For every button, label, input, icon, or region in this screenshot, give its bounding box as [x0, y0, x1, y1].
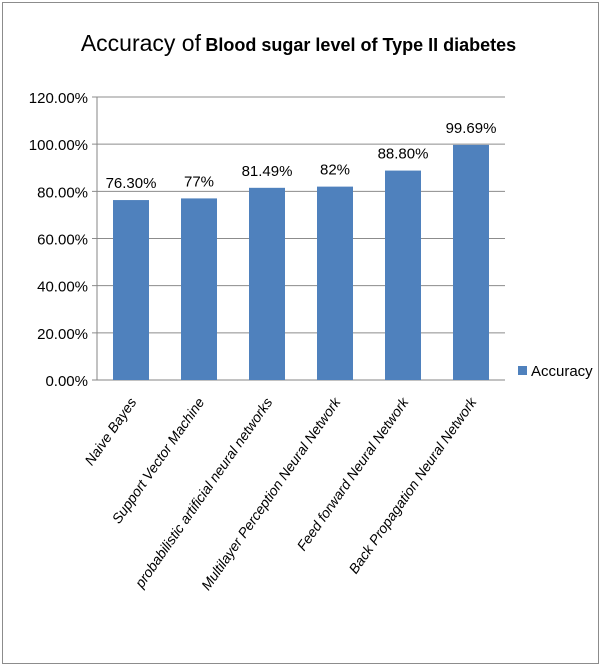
chart-title-part2: Blood sugar level of Type II diabetes	[205, 35, 517, 55]
y-tick-label: 80.00%	[37, 184, 88, 201]
bar	[317, 186, 353, 380]
y-tick-label: 40.00%	[37, 279, 88, 296]
data-label: 82%	[320, 162, 350, 179]
legend-swatch	[518, 366, 527, 375]
data-label: 99.69%	[446, 120, 497, 137]
x-tick-label: probabilistic artificial neural networks	[131, 395, 275, 592]
bar	[453, 144, 489, 380]
x-tick-label: Naive Bayes	[81, 395, 139, 469]
y-tick-label: 20.00%	[37, 326, 88, 343]
y-tick-label: 100.00%	[29, 137, 88, 154]
data-label: 88.80%	[378, 146, 429, 163]
x-tick-label: Feed forward Neural Network	[293, 394, 412, 554]
y-tick-label: 0.00%	[45, 373, 88, 390]
legend-label: Accuracy	[531, 363, 593, 380]
chart-title: Accuracy of Blood sugar level of Type II…	[0, 30, 597, 57]
gridlines	[92, 96, 505, 381]
y-axis-ticks: 0.00% 20.00% 40.00% 60.00% 80.00% 100.00% 120.…	[29, 90, 88, 390]
x-tick-label: Back Propagation Neural Network	[345, 394, 480, 577]
bar	[385, 170, 421, 380]
legend: Accuracy	[518, 363, 593, 380]
chart-title-part1: Accuracy of	[80, 30, 201, 56]
data-label: 76.30%	[106, 175, 157, 192]
y-tick-label: 120.00%	[29, 90, 88, 107]
data-labels: 76.30% 77% 81.49% 82% 88.80% 99.69%	[106, 120, 497, 192]
bar	[181, 198, 217, 380]
data-label: 77%	[184, 173, 214, 190]
bars	[113, 144, 489, 380]
data-label: 81.49%	[242, 163, 293, 180]
bar	[249, 187, 285, 380]
bar	[113, 200, 149, 380]
y-tick-label: 60.00%	[37, 232, 88, 249]
x-tick-label: Multilayer Perception Neural Network	[198, 394, 344, 593]
